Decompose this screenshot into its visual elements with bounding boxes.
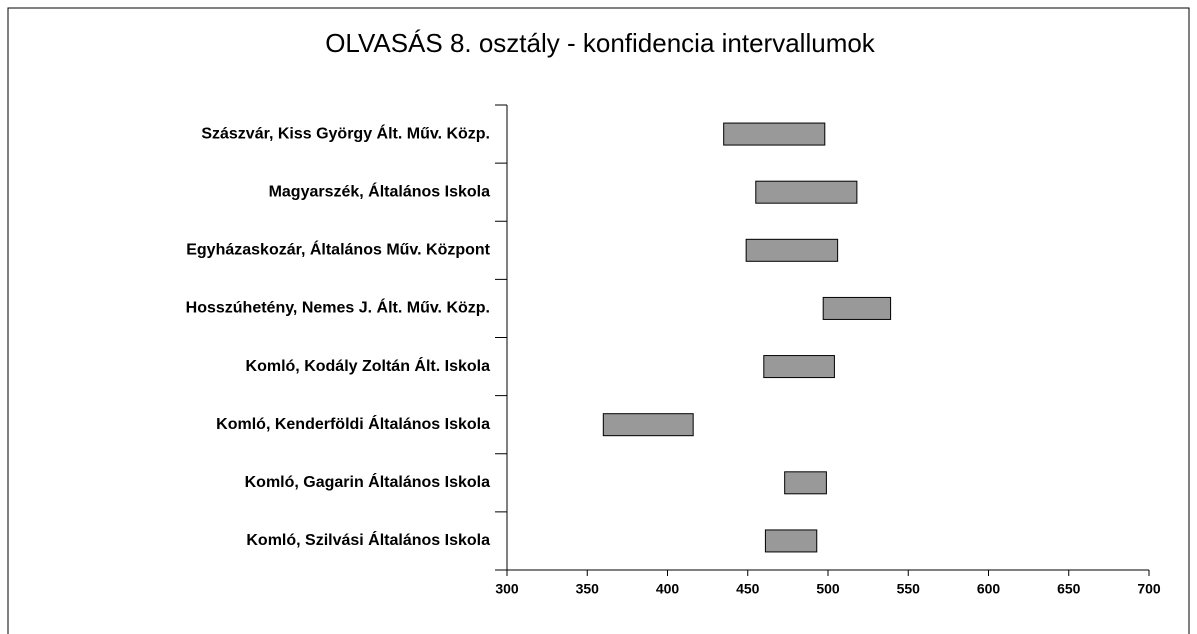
- bar: [755, 180, 858, 204]
- x-tick-label: 450: [736, 581, 760, 597]
- x-tick-label: 700: [1137, 581, 1161, 597]
- x-tick-label: 600: [977, 581, 1001, 597]
- bar: [745, 238, 839, 262]
- frame: [7, 7, 1190, 634]
- bar: [784, 471, 827, 495]
- category-label: Komló, Gagarin Általános Iskola: [245, 472, 490, 491]
- x-tick-label: 550: [897, 581, 921, 597]
- bar: [602, 413, 694, 437]
- category-label: Komló, Szilvási Általános Iskola: [246, 530, 490, 549]
- category-label: Szászvár, Kiss György Ált. Műv. Közp.: [201, 123, 490, 142]
- bar: [723, 122, 826, 146]
- bar: [763, 355, 835, 379]
- category-label: Komló, Kenderföldi Általános Iskola: [216, 414, 490, 433]
- x-tick-label: 500: [816, 581, 840, 597]
- x-tick-label: 300: [495, 581, 519, 597]
- chart-title: OLVASÁS 8. osztály - konfidencia interva…: [325, 28, 876, 58]
- category-label: Hosszúhetény, Nemes J. Ált. Műv. Közp.: [186, 298, 490, 317]
- bar: [822, 296, 892, 320]
- category-label: Magyarszék, Általános Iskola: [269, 181, 491, 200]
- x-tick-label: 350: [576, 581, 600, 597]
- category-label: Komló, Kodály Zoltán Ált. Iskola: [246, 356, 491, 375]
- bar: [764, 529, 818, 553]
- x-tick-label: 650: [1057, 581, 1081, 597]
- category-label: Egyházaskozár, Általános Műv. Központ: [186, 240, 490, 259]
- x-tick-label: 400: [656, 581, 680, 597]
